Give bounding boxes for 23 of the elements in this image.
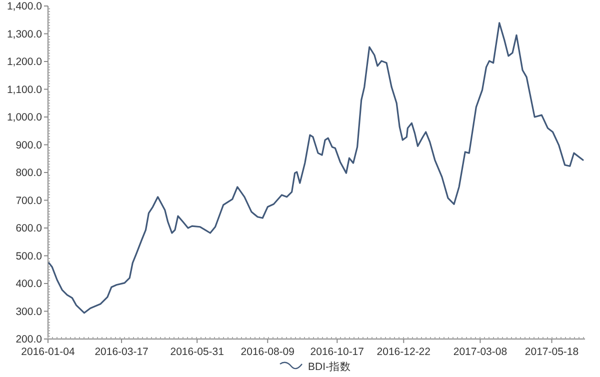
x-tick-label: 2016-10-17 (310, 346, 364, 358)
line-series (48, 22, 584, 314)
x-tick-label: 2016-03-17 (94, 346, 149, 358)
y-tick-label: 1,100.0 (6, 84, 42, 96)
y-tick-label: 1,200.0 (6, 56, 42, 68)
y-tick-label: 600.0 (16, 222, 42, 234)
legend-label: BDI-指数 (308, 361, 351, 373)
y-tick-label: 1,400.0 (6, 0, 42, 12)
x-tick-label: 2016-05-31 (170, 346, 224, 358)
x-tick-label: 2017-03-08 (453, 346, 508, 358)
x-tick-label: 2016-08-09 (240, 346, 295, 358)
x-tick-label: 2016-12-22 (376, 346, 431, 358)
y-tick-label: 400.0 (16, 278, 42, 290)
y-tick-label: 1,300.0 (6, 28, 42, 40)
y-tick-label: 500.0 (16, 250, 42, 262)
y-tick-label: 200.0 (16, 334, 42, 346)
x-tick-label: 2017-05-18 (524, 346, 579, 358)
y-tick-label: 1,000.0 (6, 112, 42, 124)
x-tick-label: 2016-01-04 (21, 346, 76, 358)
y-tick-label: 700.0 (16, 194, 42, 207)
y-tick-label: 900.0 (16, 139, 42, 152)
y-tick-label: 800.0 (16, 167, 42, 179)
y-tick-label: 300.0 (16, 306, 42, 318)
